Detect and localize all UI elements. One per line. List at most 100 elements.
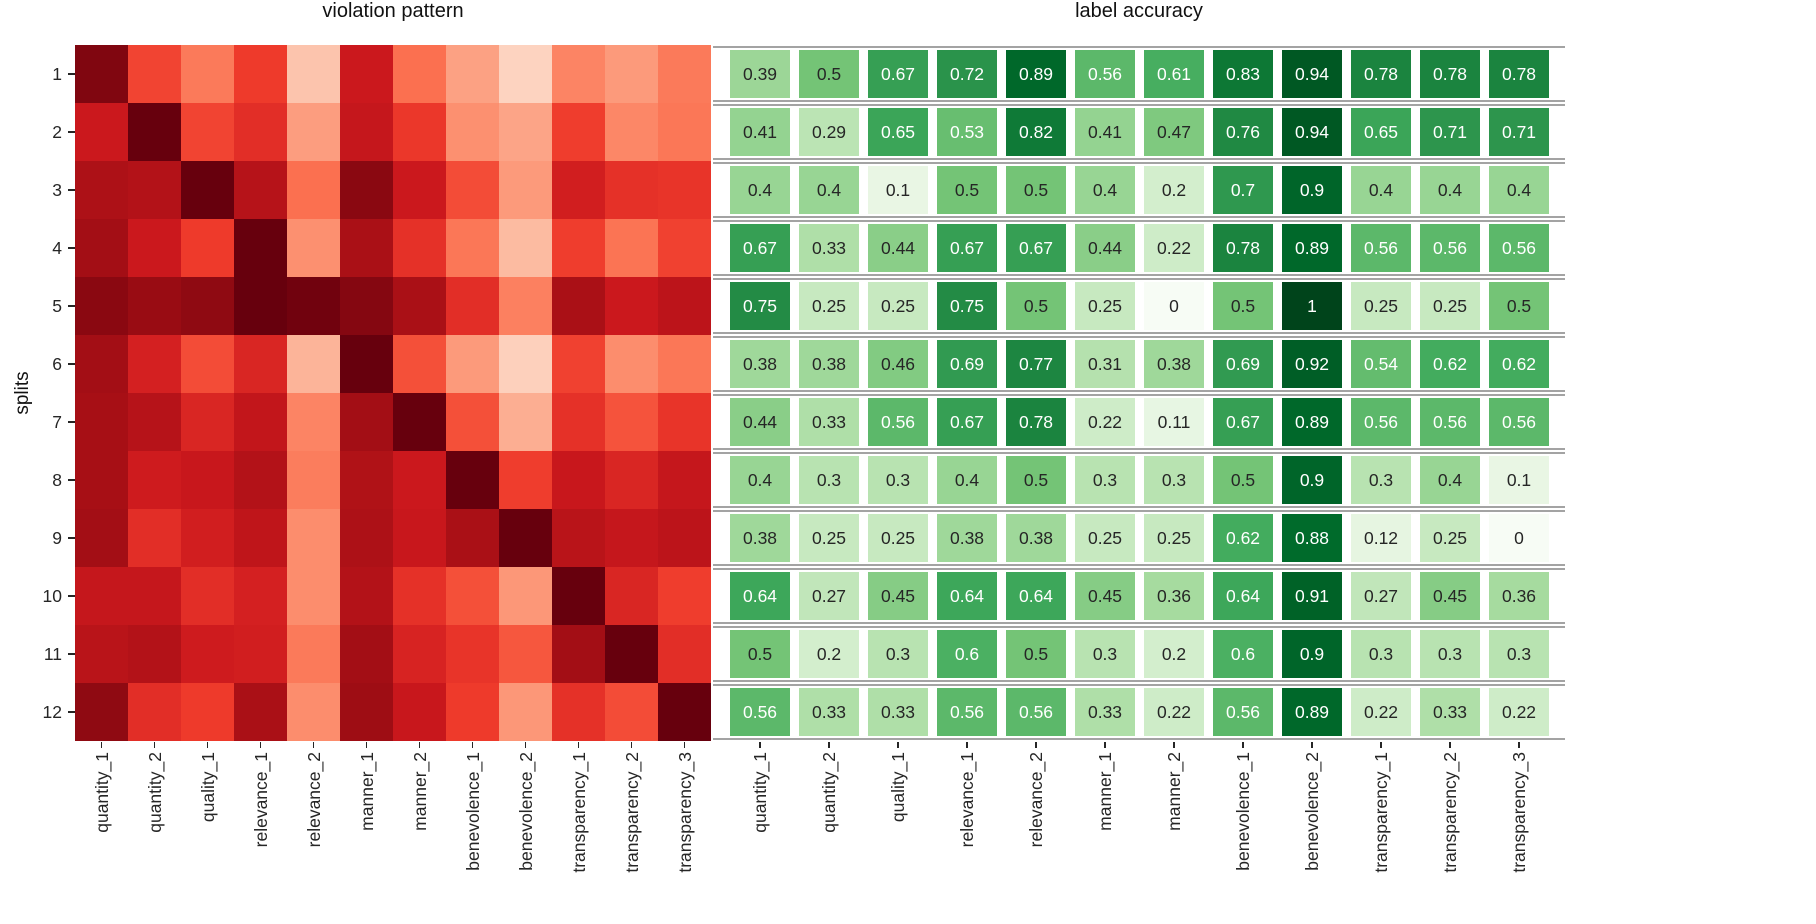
annotated-cell: 0.5 xyxy=(937,166,997,214)
x-tick-label: quality_1 xyxy=(888,752,908,823)
annotated-cell: 0.78 xyxy=(1213,224,1273,272)
annotated-cell: 0.67 xyxy=(937,224,997,272)
annotated-cell: 0.45 xyxy=(1420,572,1480,620)
annotated-cell: 0.45 xyxy=(868,572,928,620)
heatmap-cell xyxy=(393,393,446,451)
annotated-cell: 0.67 xyxy=(937,398,997,446)
x-tick-mark xyxy=(100,742,103,748)
heatmap-cell xyxy=(605,335,658,393)
heatmap-cell xyxy=(128,277,181,335)
heatmap-cell xyxy=(552,103,605,161)
heatmap-cell xyxy=(393,683,446,741)
annotated-cell: 0.3 xyxy=(1489,630,1549,678)
annotated-cell: 0.78 xyxy=(1006,398,1066,446)
heatmap-cell xyxy=(499,451,552,509)
annotated-cell: 0.71 xyxy=(1489,108,1549,156)
x-tick-mark xyxy=(1242,742,1244,748)
annotated-cell: 0.9 xyxy=(1282,166,1342,214)
heatmap-cell xyxy=(234,567,287,625)
annotated-cell: 0.39 xyxy=(730,50,790,98)
y-tick-mark xyxy=(68,479,75,481)
row-separator xyxy=(713,46,1565,102)
annotated-cell: 0.89 xyxy=(1282,688,1342,736)
annotated-cell: 0.56 xyxy=(1420,398,1480,446)
heatmap-cell xyxy=(446,335,499,393)
heatmap-cell xyxy=(552,277,605,335)
heatmap-cell xyxy=(75,45,128,103)
y-tick-label: 7 xyxy=(52,412,62,432)
annotated-cell: 0.4 xyxy=(799,166,859,214)
annotated-cell: 0.25 xyxy=(1075,514,1135,562)
annotated-cell: 0.5 xyxy=(1006,282,1066,330)
x-tick-label: manner_1 xyxy=(356,752,377,831)
annotated-cell: 0.54 xyxy=(1351,340,1411,388)
heatmap-cell xyxy=(234,451,287,509)
row-separator xyxy=(713,394,1565,450)
y-tick-label: 5 xyxy=(52,296,62,316)
heatmap-cell xyxy=(234,393,287,451)
heatmap-cell xyxy=(128,335,181,393)
x-tick-mark xyxy=(966,742,968,748)
row-separator xyxy=(713,162,1565,218)
annotated-cell: 0.75 xyxy=(730,282,790,330)
heatmap-cell xyxy=(393,45,446,103)
annotated-cell: 0.5 xyxy=(1006,166,1066,214)
heatmap-cell xyxy=(128,451,181,509)
row-separator xyxy=(713,452,1565,508)
annotated-cell: 0.25 xyxy=(868,282,928,330)
heatmap-cell xyxy=(446,451,499,509)
x-tick-label: benevolence_1 xyxy=(462,752,483,871)
x-tick-mark xyxy=(206,742,209,748)
left-heatmap-title: violation pattern xyxy=(322,0,464,22)
heatmap-cell xyxy=(75,393,128,451)
x-tick-mark xyxy=(1173,742,1175,748)
heatmap-cell xyxy=(234,161,287,219)
heatmap-cell xyxy=(446,219,499,277)
heatmap-cell xyxy=(234,683,287,741)
heatmap-cell xyxy=(75,335,128,393)
annotated-cell: 0.44 xyxy=(868,224,928,272)
heatmap-cell xyxy=(499,277,552,335)
heatmap-cell xyxy=(393,451,446,509)
x-tick-mark xyxy=(524,742,527,748)
heatmap-cell xyxy=(234,219,287,277)
heatmap-cell xyxy=(234,277,287,335)
heatmap-cell xyxy=(658,277,711,335)
annotated-cell: 0.53 xyxy=(937,108,997,156)
annotated-cell: 0.1 xyxy=(1489,456,1549,504)
annotated-cell: 0.4 xyxy=(1351,166,1411,214)
heatmap-cell xyxy=(552,567,605,625)
annotated-cell: 0.75 xyxy=(937,282,997,330)
right-heatmap-title: label accuracy xyxy=(1075,0,1203,22)
annotated-cell: 0.1 xyxy=(868,166,928,214)
y-tick-label: 9 xyxy=(52,528,62,548)
heatmap-cell xyxy=(75,161,128,219)
heatmap-cell xyxy=(234,335,287,393)
heatmap-cell xyxy=(393,277,446,335)
annotated-cell: 0.65 xyxy=(868,108,928,156)
x-tick-mark xyxy=(577,742,580,748)
heatmap-cell xyxy=(552,393,605,451)
heatmap-cell xyxy=(340,509,393,567)
annotated-cell: 0.62 xyxy=(1489,340,1549,388)
annotated-cell: 0.4 xyxy=(937,456,997,504)
x-tick-mark xyxy=(759,742,761,748)
heatmap-cell xyxy=(234,103,287,161)
heatmap-cell xyxy=(658,451,711,509)
annotated-cell: 0.45 xyxy=(1075,572,1135,620)
annotated-cell: 0.56 xyxy=(730,688,790,736)
heatmap-cell xyxy=(75,277,128,335)
x-tick-mark xyxy=(683,742,686,748)
annotated-cell: 0.56 xyxy=(1420,224,1480,272)
heatmap-cell xyxy=(499,45,552,103)
annotated-cell: 0.2 xyxy=(1144,166,1204,214)
annotated-cell: 0.88 xyxy=(1282,514,1342,562)
annotated-cell: 0.56 xyxy=(1213,688,1273,736)
annotated-cell: 0.94 xyxy=(1282,50,1342,98)
x-tick-mark xyxy=(630,742,633,748)
heatmap-cell xyxy=(552,625,605,683)
annotated-cell: 0.3 xyxy=(1075,630,1135,678)
annotated-cell: 0.44 xyxy=(1075,224,1135,272)
x-tick-label: transparency_3 xyxy=(674,752,695,873)
x-tick-mark xyxy=(1104,742,1106,748)
